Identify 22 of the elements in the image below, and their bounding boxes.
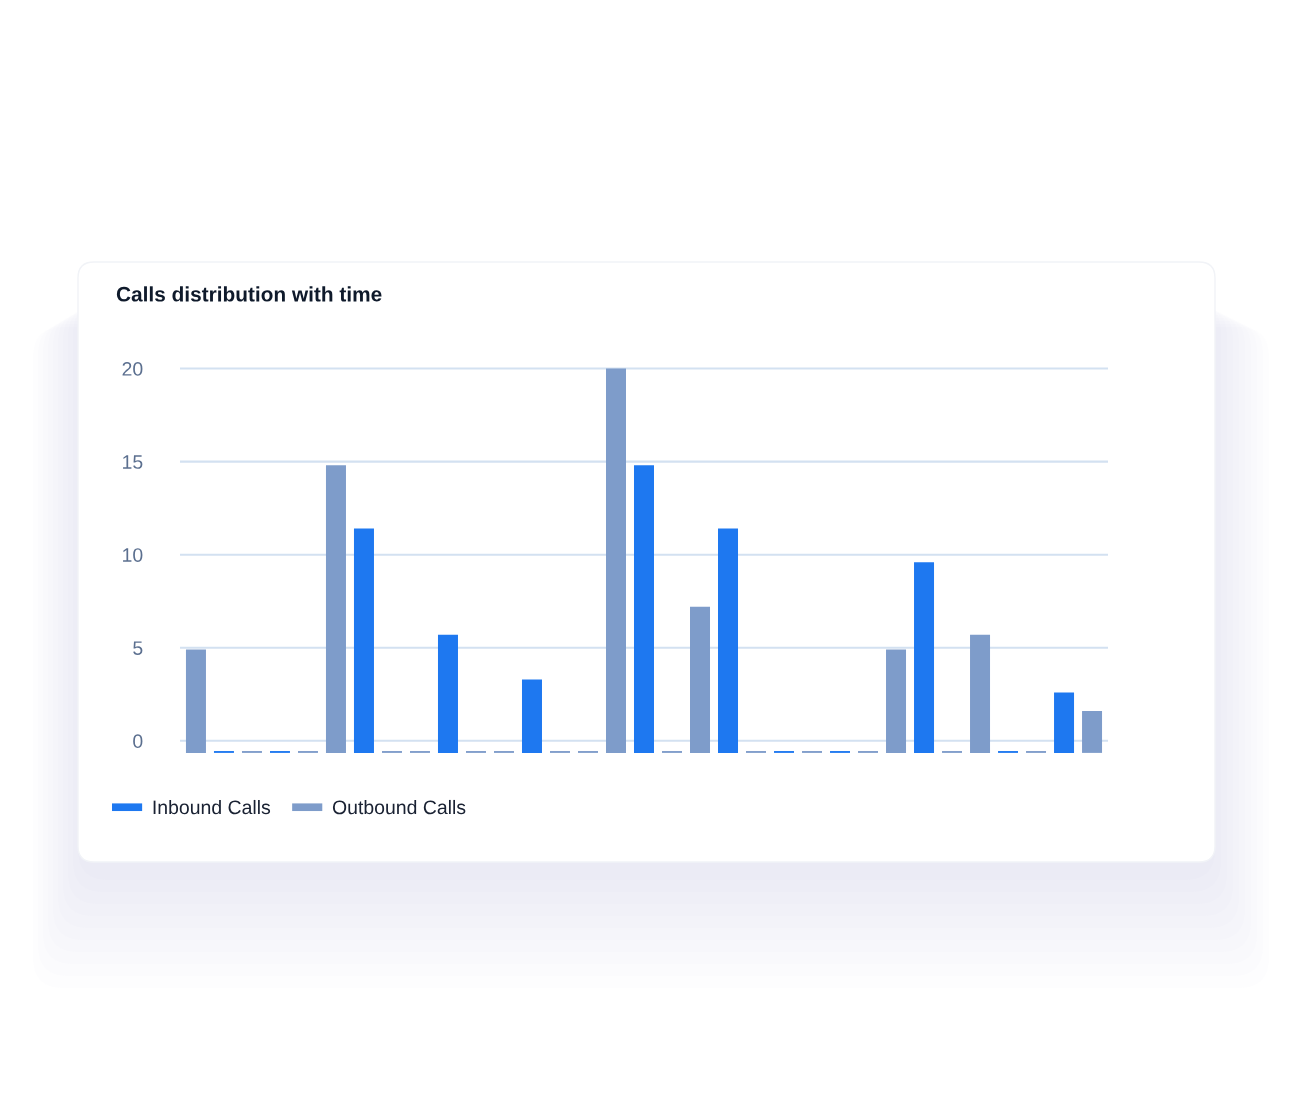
chart-title: Calls distribution with time [116, 286, 382, 302]
bar [437, 634, 458, 753]
bar [886, 649, 907, 753]
y-tick-label: 0 [133, 734, 143, 749]
bar [1054, 692, 1075, 753]
legend-label: Outbound Calls [332, 799, 466, 815]
y-tick-label: 5 [133, 641, 143, 655]
bar [914, 562, 935, 753]
y-tick-label: 15 [123, 455, 143, 469]
bar [325, 465, 346, 753]
bar [606, 368, 626, 753]
bar [1082, 711, 1103, 753]
bar [353, 528, 374, 753]
bar [521, 679, 542, 753]
bar [970, 634, 991, 753]
bar [634, 465, 654, 753]
bar [718, 528, 739, 753]
bar [690, 606, 711, 753]
y-tick-label: 10 [123, 548, 143, 562]
y-tick-label: 20 [122, 362, 143, 376]
legend-label: Inbound Calls [153, 799, 271, 815]
bar [185, 649, 206, 753]
